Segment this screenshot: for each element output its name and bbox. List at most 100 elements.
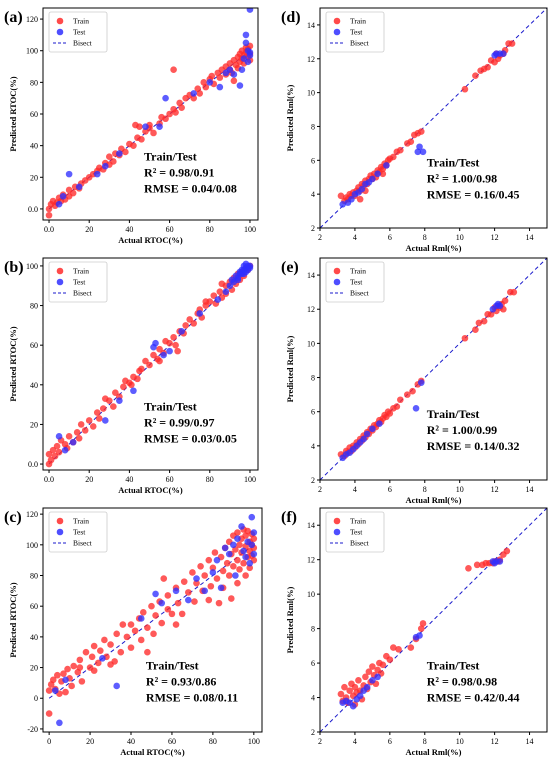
legend-train-marker (56, 17, 64, 25)
train-point (156, 357, 163, 365)
legend-train-marker (56, 517, 64, 525)
test-point (214, 296, 222, 303)
train-point (365, 668, 373, 675)
train-point (142, 357, 149, 365)
train-point (223, 559, 231, 567)
train-point (407, 644, 415, 651)
annotation-title: Train/Test (427, 155, 480, 169)
train-point (45, 687, 53, 694)
train-point (134, 375, 141, 383)
legend-test-item: Test (350, 28, 363, 37)
train-point (417, 128, 425, 135)
test-point (99, 655, 106, 662)
test-point (158, 599, 166, 607)
test-point (156, 123, 163, 130)
annotation-r2: R² = 0.98/0.91 (144, 166, 214, 180)
y-tick-label: 120 (26, 510, 38, 519)
x-tick-label: 60 (166, 475, 174, 484)
train-point (390, 644, 397, 651)
y-tick-label: 10 (307, 590, 315, 599)
test-point (412, 404, 420, 412)
test-point (113, 682, 120, 690)
train-point (131, 627, 139, 635)
train-point (219, 567, 227, 575)
x-tick-label: 100 (244, 225, 256, 234)
train-point (202, 298, 210, 305)
test-point (230, 71, 238, 78)
x-tick-label: 6 (388, 737, 392, 746)
train-point (230, 77, 238, 85)
legend-bisect-item: Bisect (73, 39, 93, 48)
x-tick-label: 20 (85, 225, 93, 234)
y-tick-label: 12 (307, 55, 315, 64)
train-point (472, 72, 479, 79)
test-point (193, 575, 200, 582)
legend-train-item: Train (73, 267, 89, 276)
test-point (209, 569, 217, 576)
train-point (390, 153, 397, 161)
train-point (369, 663, 376, 670)
y-axis-label: Predicted RTOC(%) (8, 76, 18, 151)
train-point (122, 148, 129, 156)
legend: Train Test Bisect (48, 261, 108, 303)
plot-frame (42, 257, 259, 471)
train-point (205, 556, 213, 564)
test-point (152, 339, 159, 347)
train-point (510, 288, 518, 296)
train-point (166, 110, 173, 118)
train-point (123, 633, 131, 641)
legend: Train Test Bisect (325, 11, 385, 53)
test-point (162, 94, 169, 102)
x-axis-label: Actual Rml(%) (406, 747, 462, 757)
test-point (356, 692, 364, 700)
y-tick-label: 60 (30, 110, 38, 119)
x-tick-label: 8 (423, 737, 427, 746)
y-tick-label: 14 (307, 521, 315, 530)
test-point (222, 288, 230, 295)
annotation-rmse: RMSE = 0.08/0.11 (146, 690, 238, 704)
train-point (65, 433, 73, 440)
x-axis-label: Actual RTOC(%) (120, 747, 185, 757)
legend-train-item: Train (73, 517, 89, 526)
x-tick-label: 100 (248, 737, 260, 746)
train-point (76, 664, 84, 671)
test-point (369, 175, 376, 183)
test-point (494, 300, 502, 308)
x-tick-label: 10 (456, 485, 464, 494)
train-point (110, 158, 117, 165)
train-point (45, 211, 53, 219)
test-point (348, 195, 355, 203)
legend-box (325, 261, 385, 303)
test-point (376, 420, 383, 427)
test-point (250, 529, 258, 536)
legend-test-item: Test (350, 278, 363, 287)
y-tick-label: -20 (27, 725, 38, 734)
train-point (225, 572, 233, 579)
legend: Train Test Bisect (325, 261, 385, 303)
train-point (218, 280, 226, 288)
train-point (107, 641, 114, 648)
x-tick-label: 100 (244, 475, 256, 484)
y-axis-label: Predicted RTOC(%) (8, 326, 18, 401)
train-point (180, 578, 188, 585)
panel-label: (b) (4, 259, 24, 276)
legend-test-marker (333, 28, 341, 36)
train-point (117, 648, 125, 656)
y-axis-label: Predicted Rml(%) (285, 587, 295, 654)
train-point (156, 345, 163, 353)
train-point (379, 170, 387, 178)
train-point (461, 85, 469, 93)
train-point (170, 66, 177, 74)
test-point (238, 523, 245, 530)
test-point (216, 83, 224, 91)
x-tick-label: 10 (456, 737, 464, 746)
x-tick-label: 0.0 (44, 225, 54, 234)
test-point (116, 150, 123, 157)
x-tick-label: 60 (166, 225, 174, 234)
test-point (374, 170, 381, 178)
legend-box (48, 511, 108, 553)
test-point (234, 535, 241, 542)
test-point (55, 433, 63, 440)
test-point (130, 387, 137, 395)
train-point (69, 189, 77, 197)
